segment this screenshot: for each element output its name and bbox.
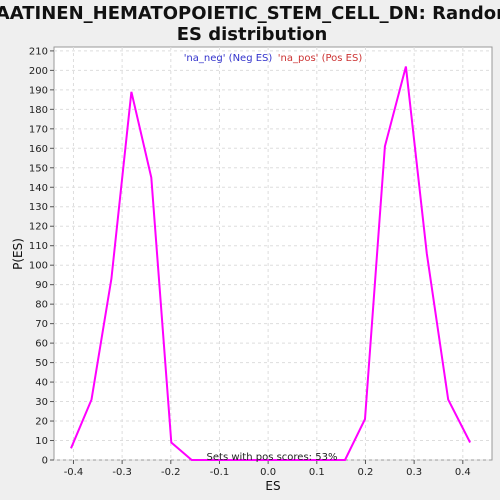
x-tick-label: 0.2 [358,467,374,478]
y-tick-label: 80 [35,300,48,311]
y-tick-label: 140 [29,183,48,194]
plot-area [53,46,493,461]
y-tick-label: 40 [35,378,48,389]
y-tick-label: 10 [35,436,48,447]
x-tick-label: 0.3 [406,467,422,478]
y-tick-label: 120 [29,222,48,233]
x-tick-label: -0.4 [64,467,84,478]
y-tick-label: 150 [29,163,48,174]
y-tick-label: 110 [29,241,48,252]
series-line [70,66,471,461]
y-tick-label: 200 [29,66,48,77]
x-axis-ticks: -0.4 -0.3 -0.2 -0.1 0.0 0.1 0.2 0.3 0.4 [64,460,471,478]
chart-title-line1: JAATINEN_HEMATOPOIETIC_STEM_CELL_DN: Ran… [0,3,500,24]
y-tick-label: 50 [35,358,48,369]
series-group [70,66,471,461]
pos-score-annotation: Sets with pos scores: 53% [207,452,338,463]
y-tick-label: 20 [35,417,48,428]
y-tick-label: 180 [29,105,48,116]
x-tick-label: -0.3 [112,467,132,478]
legend-neg: 'na_neg' (Neg ES) [184,53,273,64]
y-tick-label: 0 [42,456,48,467]
x-axis-label: ES [265,479,280,493]
x-tick-label: 0.1 [309,467,325,478]
x-tick-label: 0.0 [260,467,276,478]
y-tick-label: 60 [35,339,48,350]
x-tick-label: -0.2 [161,467,181,478]
y-axis-label: P(ES) [11,238,25,270]
x-tick-label: 0.4 [455,467,471,478]
y-tick-label: 30 [35,397,48,408]
y-tick-label: 100 [29,261,48,272]
y-tick-label: 130 [29,202,48,213]
x-tick-label: -0.1 [210,467,230,478]
y-tick-label: 170 [29,124,48,135]
y-tick-label: 190 [29,85,48,96]
y-tick-label: 160 [29,144,48,155]
y-axis-ticks: 0 10 20 30 40 50 60 70 80 90 100 110 120 130 140 150 160… [29,46,54,467]
legend-pos: 'na_pos' (Pos ES) [278,53,363,64]
y-tick-label: 90 [35,280,48,291]
y-tick-label: 210 [29,46,48,57]
y-tick-label: 70 [35,319,48,330]
chart-title-line2: ES distribution [177,24,328,45]
